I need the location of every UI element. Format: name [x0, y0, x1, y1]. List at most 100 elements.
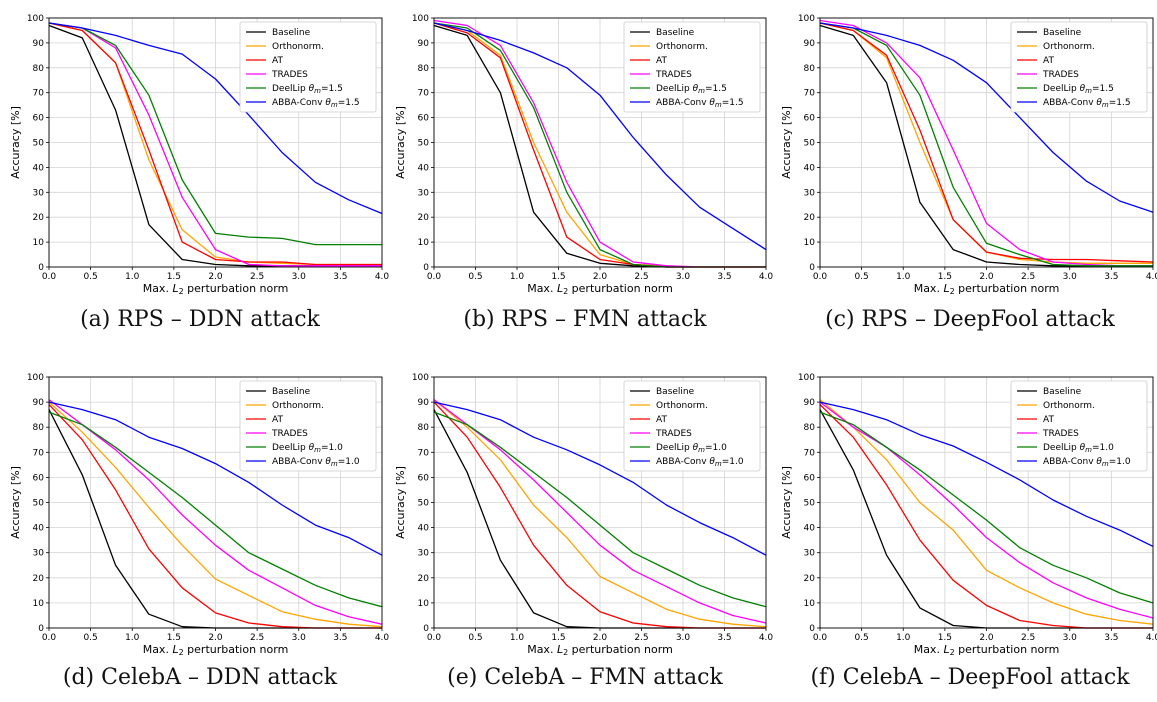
y-tick-label: 50 [804, 499, 816, 509]
y-tick-label: 0 [423, 263, 429, 273]
x-tick-label: 2.5 [634, 272, 648, 282]
y-tick-label: 20 [804, 574, 816, 584]
x-tick-label: 0.5 [854, 633, 868, 643]
y-tick-label: 80 [33, 423, 45, 433]
legend-entry: TRADES [655, 70, 692, 80]
y-tick-label: 60 [33, 114, 45, 124]
legend-entry: Baseline [272, 28, 311, 38]
y-tick-label: 50 [33, 499, 45, 509]
legend-entry: AT [1043, 56, 1054, 66]
series-line [48, 22, 382, 266]
y-tick-label: 40 [418, 163, 430, 173]
y-tick-label: 90 [418, 398, 430, 408]
legend-entry: TRADES [1042, 429, 1079, 439]
y-axis-label: Accuracy [%] [780, 106, 793, 179]
y-tick-label: 10 [804, 599, 816, 609]
series-line [819, 19, 1153, 267]
plot-frame [48, 376, 383, 629]
series-line [819, 401, 1154, 619]
y-tick-label: 50 [33, 139, 45, 149]
y-tick-label: 80 [418, 64, 430, 74]
x-tick-label: 4.0 [759, 633, 774, 643]
series-line [48, 411, 383, 608]
x-tick-label: 2.5 [634, 633, 648, 643]
legend-entry: Orthonorm. [1043, 401, 1095, 411]
x-tick-label: 2.0 [979, 633, 994, 643]
series-line [819, 401, 1154, 547]
y-tick-label: 10 [33, 238, 45, 248]
plot-frame [433, 17, 767, 268]
y-tick-label: 100 [27, 373, 44, 383]
series-line [48, 22, 383, 215]
y-tick-label: 0 [809, 624, 815, 634]
y-tick-label: 60 [804, 473, 816, 483]
y-tick-label: 100 [27, 14, 44, 24]
x-tick-label: 1.5 [551, 272, 565, 282]
y-tick-label: 60 [33, 473, 45, 483]
y-tick-label: 80 [804, 64, 816, 74]
plot-frame [819, 376, 1154, 629]
x-axis-label: Max. L2 perturbation norm [143, 282, 289, 296]
x-tick-label: 2.0 [979, 272, 994, 282]
y-tick-label: 50 [804, 139, 816, 149]
legend-entry: Baseline [1043, 28, 1082, 38]
x-tick-label: 4.0 [759, 272, 774, 282]
x-tick-label: 2.0 [208, 633, 223, 643]
y-tick-label: 70 [804, 89, 816, 99]
caption-b: (b) RPS – FMN attack [463, 307, 707, 332]
x-tick-label: 2.5 [250, 272, 264, 282]
x-tick-label: 3.0 [1063, 633, 1078, 643]
legend-entry: Orthonorm. [656, 42, 708, 52]
y-tick-label: 10 [418, 599, 430, 609]
legend-entry: DeelLip θm=1.0 [272, 443, 343, 454]
y-tick-label: 50 [418, 139, 430, 149]
legend-entry: DeelLip θm=1.5 [656, 84, 727, 95]
y-tick-label: 100 [798, 373, 815, 383]
legend-entry: Baseline [272, 387, 311, 397]
legend-box [623, 21, 761, 113]
x-tick-label: 0.0 [427, 633, 442, 643]
legend-entry: Orthonorm. [272, 42, 324, 52]
y-tick-label: 30 [418, 549, 430, 559]
legend-entry: ABBA-Conv θm=1.5 [272, 98, 360, 109]
x-tick-label: 1.0 [510, 633, 525, 643]
y-tick-label: 20 [418, 213, 430, 223]
y-tick-label: 40 [33, 524, 45, 534]
x-tick-label: 3.5 [333, 272, 347, 282]
chart-panel-5: 0.0 0.5 1.0 1.5 2.0 2.5 3.0 3.5 4.0 0 10 20 30 40 50 60… [394, 373, 773, 657]
legend-box [239, 21, 377, 113]
legend: Baseline Orthonorm. AT TRADES DeelLip θm=1.5… [1010, 21, 1148, 113]
legend-entry: AT [272, 56, 283, 66]
y-tick-label: 90 [804, 398, 816, 408]
y-tick-label: 20 [33, 213, 45, 223]
x-tick-label: 1.0 [125, 633, 140, 643]
x-tick-label: 3.5 [1104, 272, 1118, 282]
x-tick-label: 0.0 [427, 272, 442, 282]
y-tick-label: 40 [418, 524, 430, 534]
chart-panel-2: 0.0 0.5 1.0 1.5 2.0 2.5 3.0 3.5 4.0 0 10 20 30 40 50 60… [394, 14, 773, 296]
chart-panel-6: 0.0 0.5 1.0 1.5 2.0 2.5 3.0 3.5 4.0 0 10 20 30 40 50 60… [780, 373, 1157, 657]
chart-panel-1: 0.0 0.5 1.0 1.5 2.0 2.5 3.0 3.5 4.0 0 10 20 30 40 50 60… [9, 14, 389, 296]
y-tick-label: 100 [798, 14, 815, 24]
y-axis-label: Accuracy [%] [9, 106, 22, 179]
legend-entry: ABBA-Conv θm=1.5 [656, 98, 744, 109]
x-tick-label: 3.5 [1104, 633, 1118, 643]
x-tick-label: 3.5 [333, 633, 347, 643]
y-tick-label: 10 [804, 238, 816, 248]
legend: Baseline Orthonorm. AT TRADES DeelLip θm=1.5… [239, 21, 377, 113]
x-tick-label: 4.0 [375, 272, 390, 282]
caption-f: (f) CelebA – DeepFool attack [810, 665, 1130, 690]
legend-entry: DeelLip θm=1.0 [656, 443, 727, 454]
y-tick-label: 80 [418, 423, 430, 433]
y-tick-label: 30 [33, 188, 45, 198]
x-tick-label: 0.5 [83, 633, 97, 643]
caption-e: (e) CelebA – FMN attack [447, 665, 723, 690]
x-axis-label: Max. L2 perturbation norm [527, 643, 673, 657]
legend-entry: ABBA-Conv θm=1.0 [272, 457, 360, 468]
y-tick-label: 90 [418, 39, 430, 49]
series-line [819, 22, 1153, 267]
x-tick-label: 0.5 [854, 272, 868, 282]
x-tick-label: 1.0 [510, 272, 525, 282]
x-axis-label: Max. L2 perturbation norm [914, 643, 1060, 657]
